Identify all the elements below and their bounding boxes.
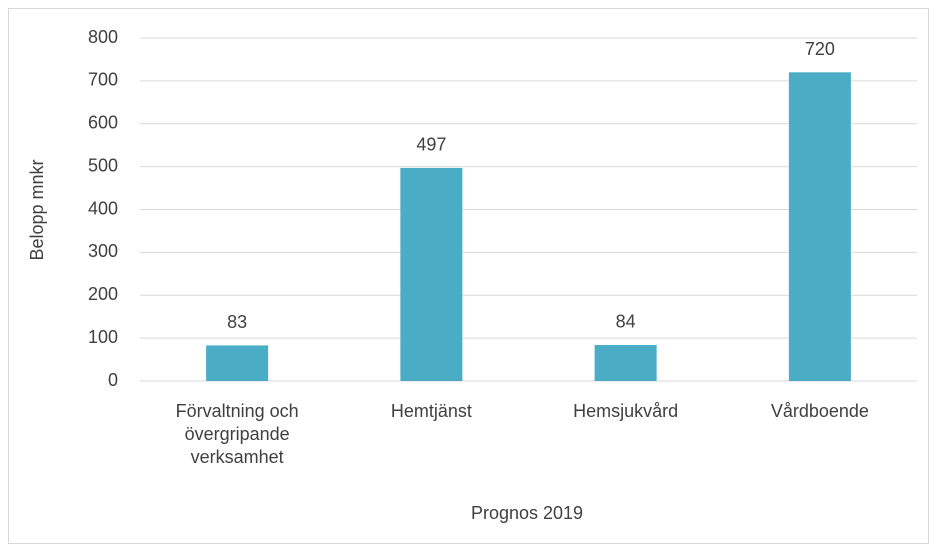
x-tick-label: Hemtjänst (390, 401, 472, 421)
y-tick-label: 800 (88, 27, 118, 47)
data-label: 84 (616, 312, 636, 332)
x-tick-label: Hemsjukvård (573, 401, 679, 421)
bar (206, 345, 269, 381)
bar (594, 344, 657, 381)
x-tick-label: Förvaltning och övergripande verksamhet (175, 401, 299, 467)
y-tick-label: 500 (88, 155, 118, 175)
y-tick-label: 700 (88, 70, 118, 90)
bar (788, 72, 851, 382)
y-tick-label: 600 (88, 113, 118, 133)
x-axis-title: Prognos 2019 (471, 503, 583, 523)
y-tick-label: 100 (88, 327, 118, 347)
data-label: 83 (227, 312, 247, 332)
y-tick-label: 200 (88, 284, 118, 304)
y-tick-label: 0 (108, 370, 118, 390)
chart-border (8, 8, 929, 544)
bar (400, 167, 463, 381)
y-axis-title: Belopp mnkr (27, 159, 47, 260)
x-tick-label: Vårdboende (770, 401, 869, 421)
y-tick-label: 400 (88, 198, 118, 218)
data-label: 720 (805, 39, 835, 59)
y-tick-label: 300 (88, 241, 118, 261)
data-label: 497 (416, 135, 446, 155)
